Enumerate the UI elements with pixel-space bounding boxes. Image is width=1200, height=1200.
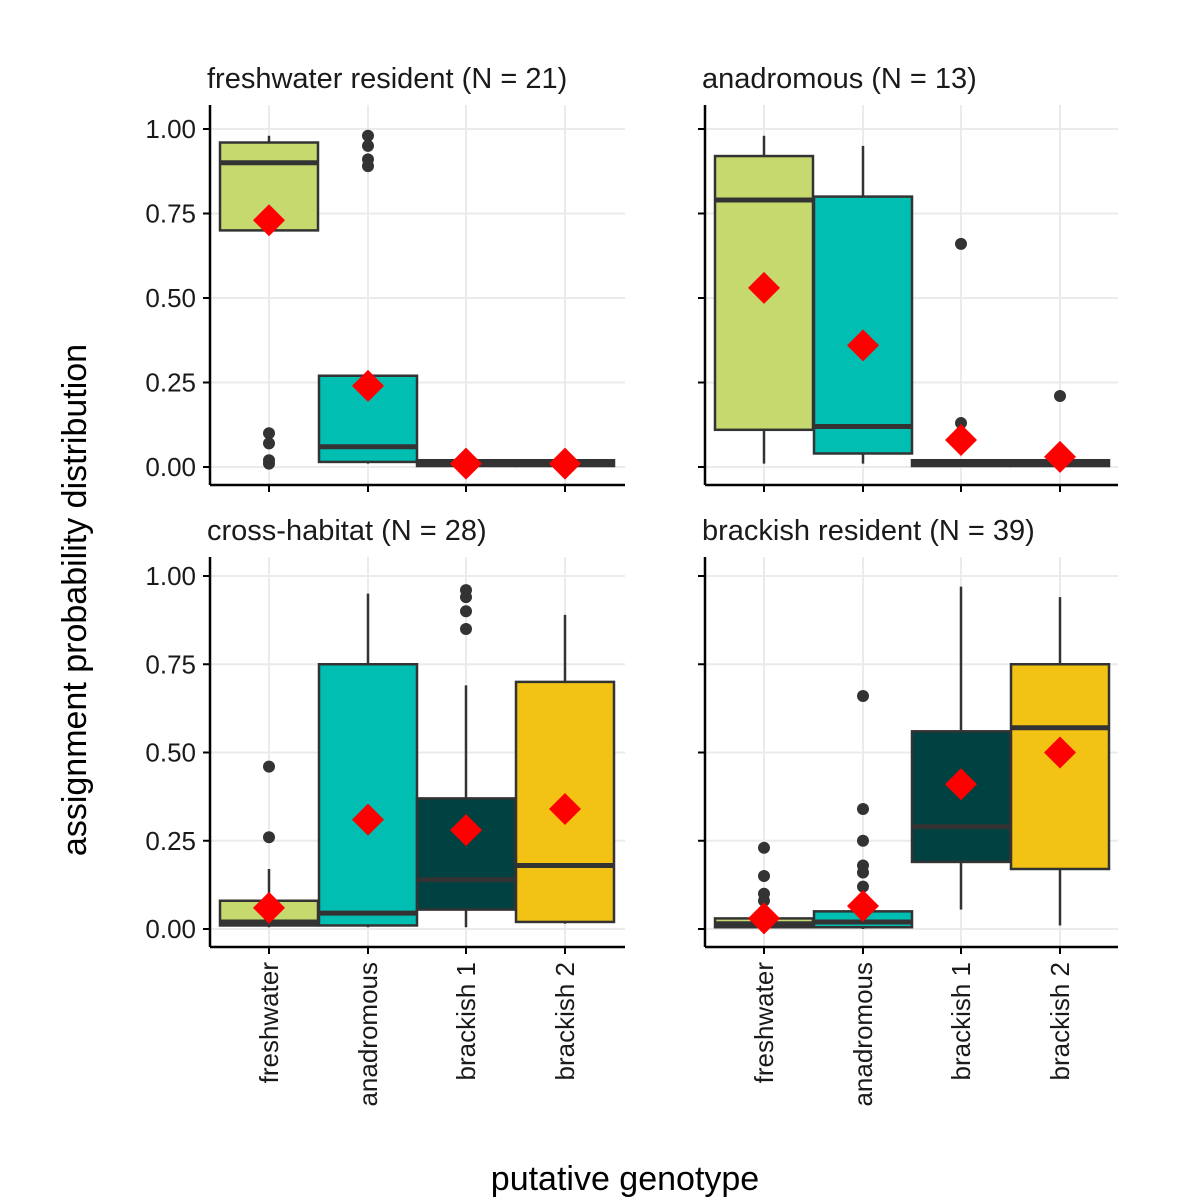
panel-title: freshwater resident (N = 21) (207, 63, 567, 95)
outlier-point (460, 605, 472, 618)
outlier-point (263, 760, 275, 773)
box-anadromous (317, 593, 419, 928)
outlier-point (263, 437, 275, 450)
y-tick-label: 0.50 (145, 738, 196, 768)
mean-marker (847, 329, 879, 362)
outlier-point (362, 129, 374, 142)
x-tick-label-brackish-2: brackish 2 (1045, 962, 1075, 1081)
mean-marker (352, 369, 384, 402)
y-tick-label: 0.50 (145, 283, 196, 313)
y-tick-label: 0.25 (145, 368, 196, 398)
outlier-point (857, 834, 869, 847)
mean-marker (549, 447, 581, 480)
y-tick-label: 0.00 (145, 914, 196, 944)
outlier-point (460, 622, 472, 635)
mean-marker (748, 902, 780, 935)
y-tick-label: 0.25 (145, 826, 196, 856)
outlier-point (857, 880, 869, 893)
panel-3: cross-habitat (N = 28) 0.00 0.25 0.50 0.75 1.… (145, 515, 625, 1107)
mean-marker (945, 768, 977, 801)
box-brackish-2 (514, 614, 616, 924)
x-axis-title: putative genotype (491, 1160, 759, 1198)
box-brackish-1 (415, 584, 517, 928)
box-brackish-2 (514, 447, 616, 480)
mean-marker (450, 814, 482, 847)
mean-marker (253, 891, 285, 924)
mean-marker (1044, 440, 1076, 473)
outlier-point (758, 894, 770, 907)
box-freshwater (713, 135, 815, 464)
y-tick-label: 1.00 (145, 561, 196, 591)
x-tick-label-brackish-1: brackish 1 (451, 962, 481, 1081)
y-tick-label: 0.00 (145, 452, 196, 482)
mean-marker (847, 890, 879, 923)
x-tick-label-freshwater: freshwater (749, 962, 779, 1084)
x-tick-label-anadromous: anadromous (848, 962, 878, 1107)
panel-4: brackish resident (N = 39) freshwater anad… (698, 515, 1118, 1107)
outlier-point (857, 690, 869, 703)
outlier-point (263, 831, 275, 844)
iqr-box (317, 663, 419, 927)
panel-1: freshwater resident (N = 21) 0.00 0.25 0.50… (145, 63, 625, 492)
outlier-point (955, 417, 967, 430)
mean-marker (253, 204, 285, 237)
box-brackish-1 (910, 586, 1012, 910)
y-tick-label: 0.75 (145, 649, 196, 679)
iqr-box (910, 730, 1012, 864)
box-brackish-1 (910, 237, 1012, 468)
box-anadromous (317, 129, 419, 464)
x-tick-label-anadromous: anadromous (353, 962, 383, 1107)
x-tick-label-freshwater: freshwater (254, 962, 284, 1084)
outlier-point (758, 870, 770, 883)
x-tick-label-brackish-2: brackish 2 (550, 962, 580, 1081)
panel-title: brackish resident (N = 39) (702, 515, 1035, 547)
box-brackish-2 (1009, 390, 1111, 473)
outlier-point (857, 802, 869, 815)
y-axis-title: assignment probability distribution (56, 344, 94, 856)
box-freshwater (218, 135, 320, 470)
outlier-point (955, 237, 967, 250)
mean-marker (748, 271, 780, 304)
iqr-box (812, 195, 914, 455)
x-tick-label-brackish-1: brackish 1 (946, 962, 976, 1081)
box-brackish-2 (1009, 597, 1111, 926)
box-anadromous (812, 145, 914, 464)
y-tick-label: 0.75 (145, 199, 196, 229)
panel-title: cross-habitat (N = 28) (207, 515, 487, 547)
mean-marker (549, 792, 581, 825)
mean-marker (352, 803, 384, 836)
outlier-point (362, 160, 374, 173)
outlier-point (758, 841, 770, 854)
box-anadromous (812, 690, 914, 929)
outlier-point (1054, 390, 1066, 403)
outlier-point (263, 457, 275, 470)
y-tick-label: 1.00 (145, 114, 196, 144)
mean-marker (450, 447, 482, 480)
panel-title: anadromous (N = 13) (702, 63, 977, 95)
mean-marker (1044, 736, 1076, 769)
outlier-point (857, 866, 869, 879)
outlier-point (263, 427, 275, 440)
box-brackish-1 (415, 447, 517, 480)
outlier-point (362, 139, 374, 152)
mean-marker (945, 423, 977, 456)
panel-2: anadromous (N = 13) (698, 63, 1118, 492)
panels-layer: freshwater resident (N = 21) 0.00 0.25 0.50… (145, 63, 1118, 1107)
outlier-point (460, 591, 472, 604)
